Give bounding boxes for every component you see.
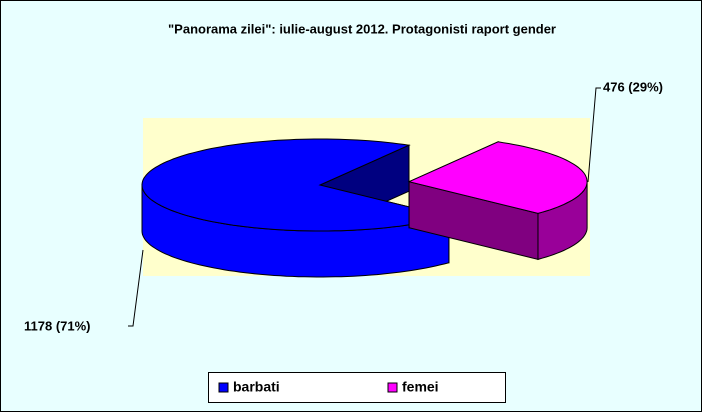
legend-swatch	[218, 382, 229, 393]
slice-top	[407, 141, 588, 214]
data-label: 1178 (71%)	[24, 318, 91, 333]
chart-title: "Panorama zilei": iulie-august 2012. Pro…	[168, 21, 556, 36]
legend-swatch	[387, 382, 398, 393]
leader-line	[587, 87, 601, 183]
leader-line	[128, 249, 144, 327]
legend: barbati femei	[208, 372, 506, 403]
legend-label: femei	[402, 379, 439, 395]
slice	[407, 141, 588, 261]
legend-label: barbati	[233, 379, 280, 395]
slice	[141, 138, 451, 278]
pie	[141, 138, 588, 278]
slice-top	[141, 138, 451, 232]
legend-box	[208, 372, 506, 403]
data-label: 476 (29%)	[603, 79, 663, 94]
